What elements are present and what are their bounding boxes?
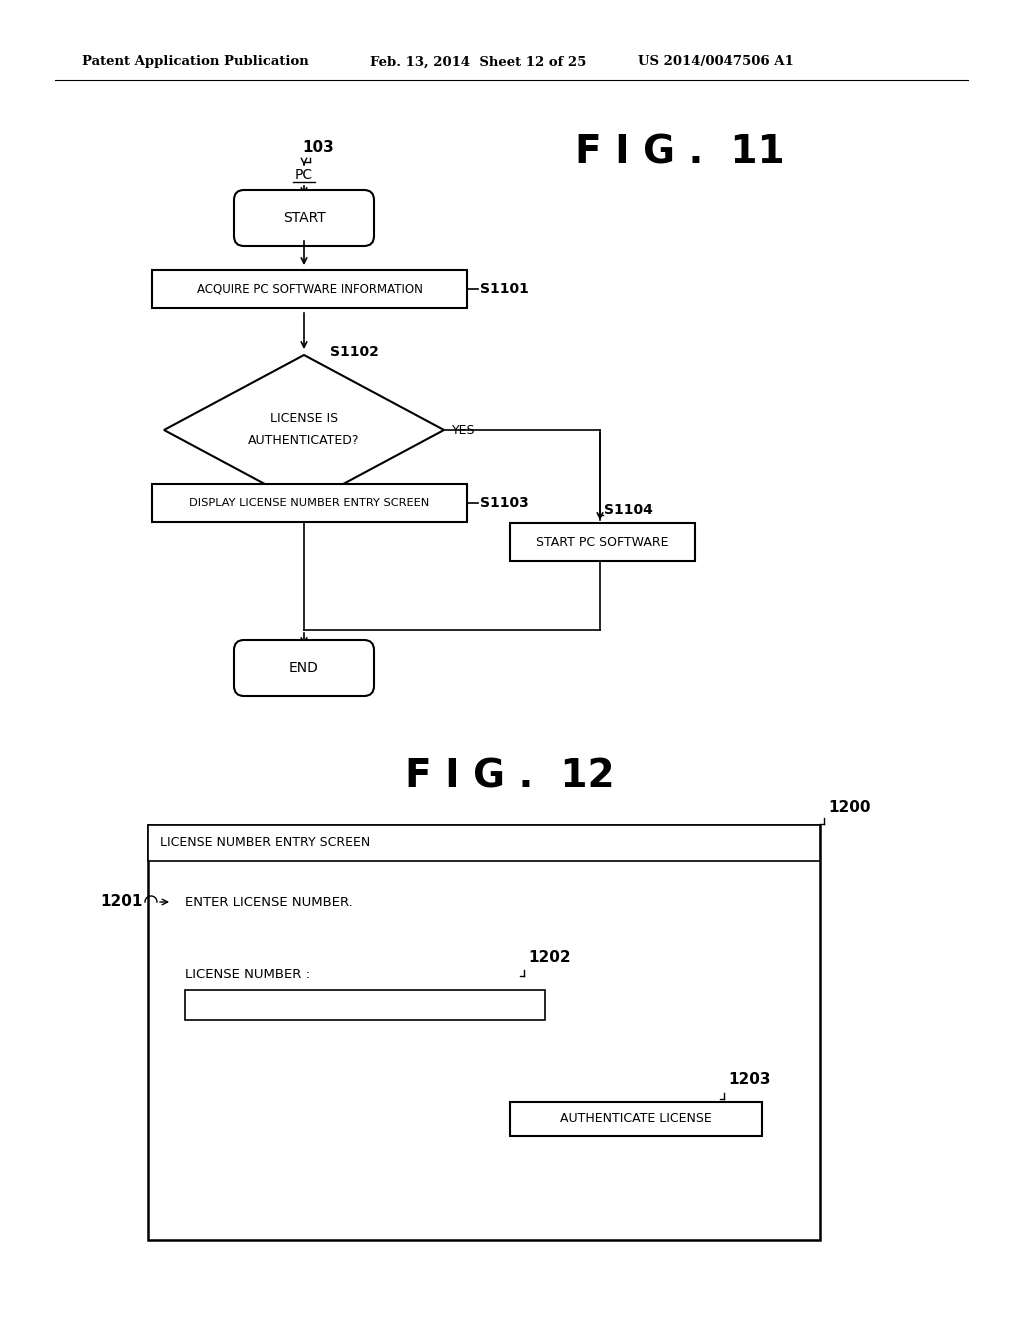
Bar: [152, 484, 467, 521]
Text: 1203: 1203: [728, 1072, 770, 1088]
Text: AUTHENTICATED?: AUTHENTICATED?: [248, 433, 359, 446]
Text: NO: NO: [312, 512, 331, 525]
Polygon shape: [164, 355, 444, 506]
Text: PC: PC: [295, 168, 313, 182]
Text: YES: YES: [452, 424, 475, 437]
Text: Feb. 13, 2014  Sheet 12 of 25: Feb. 13, 2014 Sheet 12 of 25: [370, 55, 587, 69]
Bar: [185, 990, 545, 1020]
Text: LICENSE NUMBER ENTRY SCREEN: LICENSE NUMBER ENTRY SCREEN: [160, 837, 371, 850]
Bar: [148, 825, 820, 861]
Bar: [152, 271, 467, 308]
Text: ENTER LICENSE NUMBER.: ENTER LICENSE NUMBER.: [185, 895, 352, 908]
Text: 1201: 1201: [100, 895, 143, 909]
Bar: [510, 1102, 762, 1137]
Text: LICENSE NUMBER :: LICENSE NUMBER :: [185, 968, 310, 981]
Text: F I G .  11: F I G . 11: [575, 133, 784, 172]
Text: DISPLAY LICENSE NUMBER ENTRY SCREEN: DISPLAY LICENSE NUMBER ENTRY SCREEN: [189, 498, 430, 508]
Text: S1104: S1104: [604, 503, 653, 517]
Text: S1102: S1102: [330, 345, 379, 359]
Text: Patent Application Publication: Patent Application Publication: [82, 55, 309, 69]
Text: S1103: S1103: [480, 496, 528, 510]
Text: 103: 103: [302, 140, 334, 156]
Text: F I G .  12: F I G . 12: [406, 756, 614, 795]
Bar: [510, 523, 695, 561]
FancyBboxPatch shape: [234, 190, 374, 246]
Text: US 2014/0047506 A1: US 2014/0047506 A1: [638, 55, 794, 69]
FancyBboxPatch shape: [234, 640, 374, 696]
Text: S1101: S1101: [480, 282, 528, 296]
Text: START: START: [283, 211, 326, 224]
Text: LICENSE IS: LICENSE IS: [270, 412, 338, 425]
Bar: [148, 825, 820, 1239]
Text: ACQUIRE PC SOFTWARE INFORMATION: ACQUIRE PC SOFTWARE INFORMATION: [197, 282, 423, 296]
Text: START PC SOFTWARE: START PC SOFTWARE: [537, 536, 669, 549]
Text: 1202: 1202: [528, 950, 570, 965]
Text: 1200: 1200: [828, 800, 870, 816]
Text: AUTHENTICATE LICENSE: AUTHENTICATE LICENSE: [560, 1113, 712, 1126]
Text: END: END: [289, 661, 318, 675]
